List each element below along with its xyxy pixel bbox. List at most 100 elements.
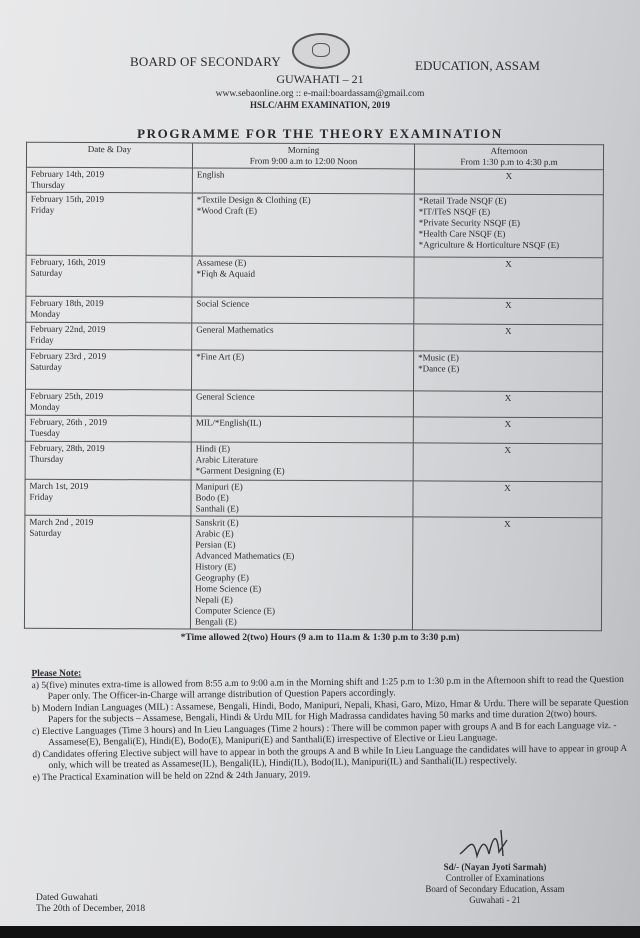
table-row: February 15th, 2019 Friday *Textile Design… [26, 192, 604, 258]
exam-date: February 18th, 2019 [30, 297, 104, 309]
dated-date: The 20th of December, 2018 [36, 904, 146, 914]
afternoon-cell: X [412, 480, 603, 518]
morning-cell: English [192, 167, 415, 194]
exam-date: February, 26th , 2019 [29, 416, 108, 428]
exam-weekday: Saturday [30, 267, 63, 278]
header-contact: www.sebaonline.org :: e-mail:boardassam@… [215, 89, 425, 99]
morning-subject: Persian (E) [195, 539, 236, 550]
morning-subject: Computer Science (E) [194, 605, 276, 616]
morning-cell: Assamese (E) *Fiqh & Aquaid [191, 255, 415, 298]
morning-subject: Santhali (E) [195, 503, 239, 514]
exam-weekday: Tuesday [29, 427, 61, 438]
exam-date: March 2nd , 2019 [29, 516, 94, 528]
table-row: February, 26th , 2019 Tuesday MIL/*English… [25, 415, 603, 444]
exam-weekday: Friday [29, 491, 54, 502]
morning-subject: Nepali (E) [195, 594, 233, 605]
exam-date: February 15th, 2019 [30, 193, 105, 205]
column-label: Morning [287, 144, 320, 156]
morning-subject: General Mathematics [196, 324, 274, 335]
table-row: March 2nd , 2019 Saturday Sanskrit (E) Arab… [24, 515, 602, 631]
exam-date: February 22nd, 2019 [30, 323, 106, 335]
afternoon-subject: *Agriculture & Horticulture NSQF (E) [418, 239, 560, 251]
exam-name: HSLC/AHM EXAMINATION, 2019 [249, 100, 391, 110]
column-label: Date & Day [87, 144, 132, 155]
afternoon-subject: X [504, 482, 511, 493]
morning-subject: Assamese (E) [196, 257, 247, 268]
afternoon-subject: X [504, 444, 511, 455]
afternoon-cell: *Retail Trade NSQF (E) *IT/ITeS NSQF (E) *… [414, 193, 604, 258]
exam-date: February 23rd , 2019 [30, 350, 107, 362]
date-cell: March 2nd , 2019 Saturday [24, 515, 191, 629]
date-cell: February, 28th, 2019 Thursday [25, 441, 192, 480]
time-allowed-note: *Time allowed 2(two) Hours (9 a.m to 11a… [180, 633, 460, 643]
header-right: EDUCATION, ASSAM [415, 58, 540, 73]
exam-date: February 14th, 2019 [30, 168, 105, 180]
exam-date: February, 28th, 2019 [29, 442, 105, 454]
exam-weekday: Monday [29, 401, 60, 412]
header-city: GUWAHATI – 21 [276, 72, 364, 86]
afternoon-cell: X [413, 256, 604, 299]
morning-subject: General Science [195, 391, 255, 402]
morning-subject: *Garment Designing (E) [195, 465, 285, 476]
morning-cell: Social Science [191, 296, 414, 324]
afternoon-subject: X [505, 170, 513, 181]
morning-cell: General Science [191, 389, 414, 417]
morning-cell: Hindi (E) Arabic Literature *Garment Desig… [191, 441, 414, 481]
exam-weekday: Saturday [29, 527, 62, 538]
afternoon-cell: X [413, 416, 603, 444]
table-row: February, 28th, 2019 Thursday Hindi (E) Ara… [25, 441, 603, 482]
signatory-org: Board of Secondary Education, Assam [425, 884, 565, 894]
table-header-row: Date & Day Morning From 9:00 a.m to 12:00 … [26, 142, 604, 170]
morning-subject: Advanced Mathematics (E) [195, 550, 295, 561]
morning-subject: Home Science (E) [195, 583, 262, 594]
table-row: February 22nd, 2019 Friday General Mathema… [25, 322, 603, 352]
table-row: February 25th, 2019 Monday General Science… [25, 389, 603, 418]
morning-cell: MIL/*English(IL) [191, 415, 414, 443]
column-time: From 9:00 a.m to 12:00 Noon [249, 155, 358, 167]
morning-subject: *Fine Art (E) [196, 351, 245, 362]
date-cell: February 14th, 2019 Thursday [26, 167, 193, 193]
morning-cell: Sanskrit (E) Arabic (E) Persian (E) Advance… [190, 515, 413, 630]
morning-subject: Bodo (E) [195, 492, 229, 503]
morning-subject: Sanskrit (E) [195, 517, 239, 528]
afternoon-subject: *Dance (E) [418, 363, 460, 374]
column-time: From 1:30 p.m to 4:30 p.m [460, 156, 558, 168]
morning-subject: MIL/*English(IL) [195, 417, 262, 428]
afternoon-subject: *Retail Trade NSQF (E) [418, 195, 507, 206]
afternoon-subject: X [504, 392, 512, 403]
morning-cell: *Fine Art (E) [191, 349, 414, 391]
column-label: Afternoon [490, 145, 528, 156]
afternoon-cell: X [412, 516, 602, 631]
table-row: March 1st, 2019 Friday Manipuri (E) Bodo (E… [24, 479, 603, 518]
morning-subject: Bengali (E) [194, 616, 237, 627]
afternoon-cell: X [413, 323, 603, 352]
signature-block: Sd/- (Nayan Jyoti Sarmah) Controller of … [395, 862, 595, 906]
signatory-name: Sd/- (Nayan Jyoti Sarmah) [443, 862, 547, 872]
afternoon-cell: X [414, 168, 604, 195]
exam-weekday: Friday [30, 204, 55, 215]
date-cell: March 1st, 2019 Friday [24, 479, 192, 516]
morning-subject: *Wood Craft (E) [196, 205, 258, 216]
date-cell: February 25th, 2019 Monday [25, 389, 192, 416]
morning-subject: Manipuri (E) [195, 481, 243, 492]
morning-subject: *Textile Design & Clothing (E) [196, 194, 311, 205]
exam-schedule-table: Date & Day Morning From 9:00 a.m to 12:00 … [24, 142, 604, 632]
afternoon-subject: *Private Security NSQF (E) [418, 217, 520, 228]
column-header: Date & Day [26, 142, 193, 168]
morning-subject: Hindi (E) [195, 443, 230, 454]
photo-bottom-edge [0, 926, 640, 938]
morning-subject: Arabic (E) [195, 528, 234, 539]
page-title: PROGRAMME FOR THE THEORY EXAMINATION [137, 126, 503, 141]
table-row: February 14th, 2019 Thursday English X [26, 167, 604, 195]
table-row: February, 16th, 2019 Saturday Assamese (E)… [25, 255, 604, 299]
afternoon-subject: X [505, 299, 512, 310]
date-cell: February, 26th , 2019 Tuesday [25, 415, 192, 442]
date-cell: February, 16th, 2019 Saturday [25, 255, 193, 297]
afternoon-subject: X [504, 418, 512, 429]
date-cell: February 22nd, 2019 Friday [25, 322, 192, 350]
date-cell: February 18th, 2019 Monday [25, 296, 192, 323]
exam-weekday: Saturday [30, 361, 63, 372]
exam-date: February, 16th, 2019 [30, 256, 106, 268]
morning-subject: History (E) [195, 561, 236, 572]
date-cell: February 15th, 2019 Friday [26, 192, 193, 256]
